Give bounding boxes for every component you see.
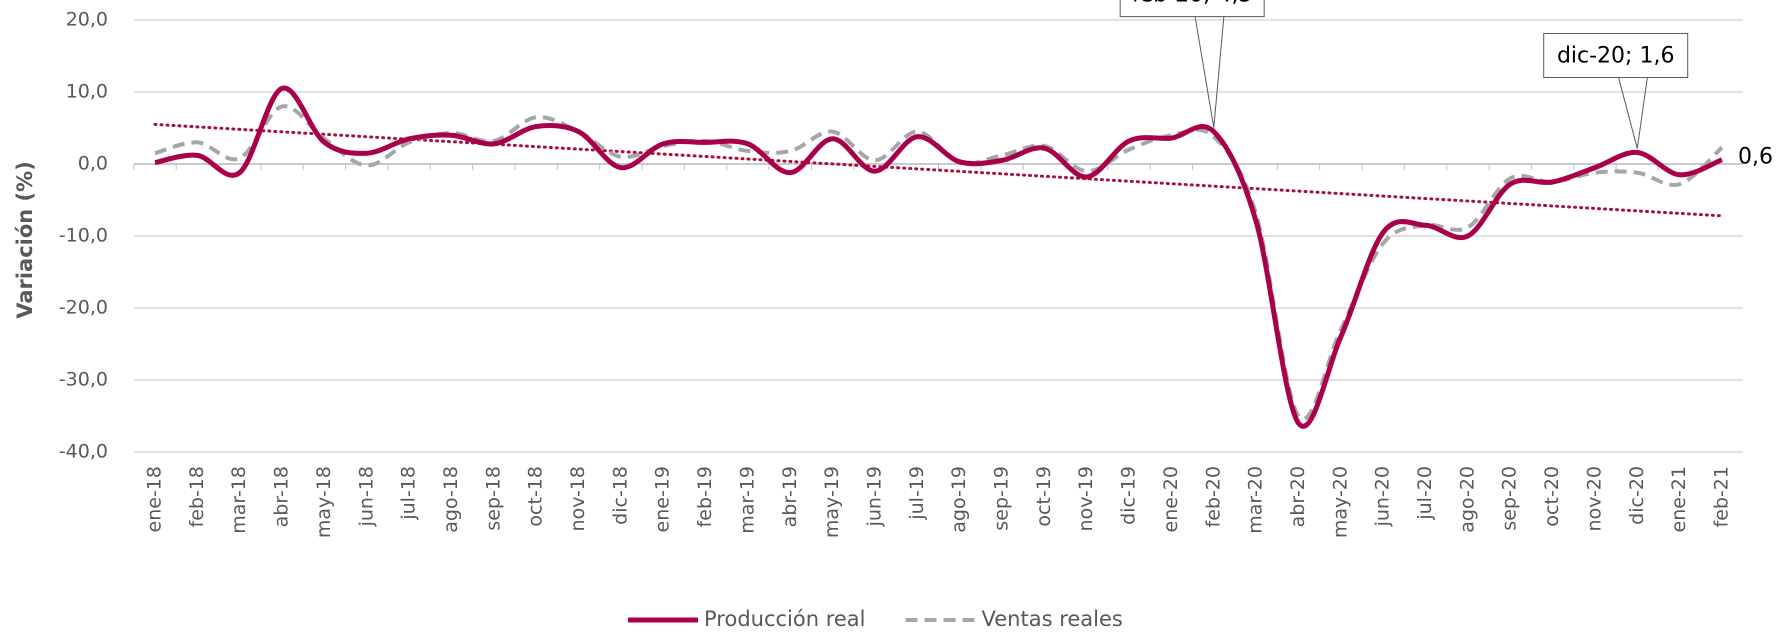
x-tick-label: ene-20 <box>1160 466 1182 532</box>
x-tick-label: ago-19 <box>948 466 970 533</box>
x-tick-label: may-20 <box>1329 466 1351 538</box>
annotation-text: dic-20; 1,6 <box>1557 43 1675 68</box>
y-tick-label: 20,0 <box>66 9 108 31</box>
x-tick-label: feb-21 <box>1711 466 1733 527</box>
x-tick-label: jun-18 <box>355 466 377 527</box>
x-tick-label: sep-20 <box>1499 466 1521 531</box>
leader-line <box>1618 77 1638 149</box>
x-tick-label: mar-18 <box>228 466 250 534</box>
annotation-box <box>1119 0 1265 18</box>
leader-line <box>1194 16 1215 128</box>
x-tick-label: mar-20 <box>1245 466 1267 534</box>
x-tick-label: dic-19 <box>1118 466 1140 525</box>
leader-line <box>1213 16 1225 128</box>
x-tick-label: nov-20 <box>1583 466 1605 531</box>
x-tick-label: ago-18 <box>440 466 462 533</box>
x-tick-label: oct-20 <box>1541 466 1563 527</box>
x-tick-label: abr-19 <box>779 466 801 527</box>
series-line <box>154 104 1724 421</box>
x-tick-label: abr-18 <box>271 466 293 527</box>
trendline <box>153 122 1724 218</box>
x-tick-label: feb-18 <box>186 466 208 527</box>
x-tick-label: nov-18 <box>567 466 589 531</box>
series-line <box>154 85 1723 429</box>
x-tick-label: dic-18 <box>609 466 631 525</box>
legend-label: Ventas reales <box>982 607 1123 631</box>
x-tick-label: ene-19 <box>652 466 674 532</box>
x-tick-label: jun-20 <box>1372 466 1394 527</box>
x-tick-label: oct-18 <box>525 466 547 527</box>
y-tick-label: -30,0 <box>59 369 108 391</box>
x-tick-label: sep-19 <box>991 466 1013 531</box>
y-tick-label: -10,0 <box>59 225 108 247</box>
x-tick-label: nov-19 <box>1075 466 1097 531</box>
annotation-text: feb-20; 4,5 <box>1132 0 1253 8</box>
x-tick-label: jul-20 <box>1414 466 1436 521</box>
x-tick-label: jun-19 <box>863 466 885 527</box>
x-tick-label: oct-19 <box>1033 466 1055 527</box>
y-tick-label: -20,0 <box>59 297 108 319</box>
data-label: 0,6 <box>1738 145 1773 170</box>
x-tick-label: sep-18 <box>482 466 504 531</box>
x-tick-label: may-19 <box>821 466 843 538</box>
x-tick-label: ene-18 <box>144 466 166 532</box>
y-tick-label: 0,0 <box>78 153 108 175</box>
leader-line <box>1636 77 1648 149</box>
y-axis-title: Variación (%) <box>13 161 37 319</box>
x-tick-label: may-18 <box>313 466 335 538</box>
annotation-box <box>1543 32 1689 78</box>
x-tick-label: ago-20 <box>1456 466 1478 533</box>
x-tick-label: ene-21 <box>1668 466 1690 532</box>
x-tick-label: dic-20 <box>1626 466 1648 525</box>
x-tick-label: feb-20 <box>1202 466 1224 527</box>
legend-label: Producción real <box>704 607 866 631</box>
x-tick-label: jul-19 <box>906 466 928 521</box>
x-tick-label: abr-20 <box>1287 466 1309 527</box>
x-tick-label: jul-18 <box>398 466 420 521</box>
y-tick-label: -40,0 <box>59 441 108 463</box>
x-tick-label: feb-19 <box>694 466 716 527</box>
x-tick-label: mar-19 <box>736 466 758 534</box>
y-tick-label: 10,0 <box>66 81 108 103</box>
